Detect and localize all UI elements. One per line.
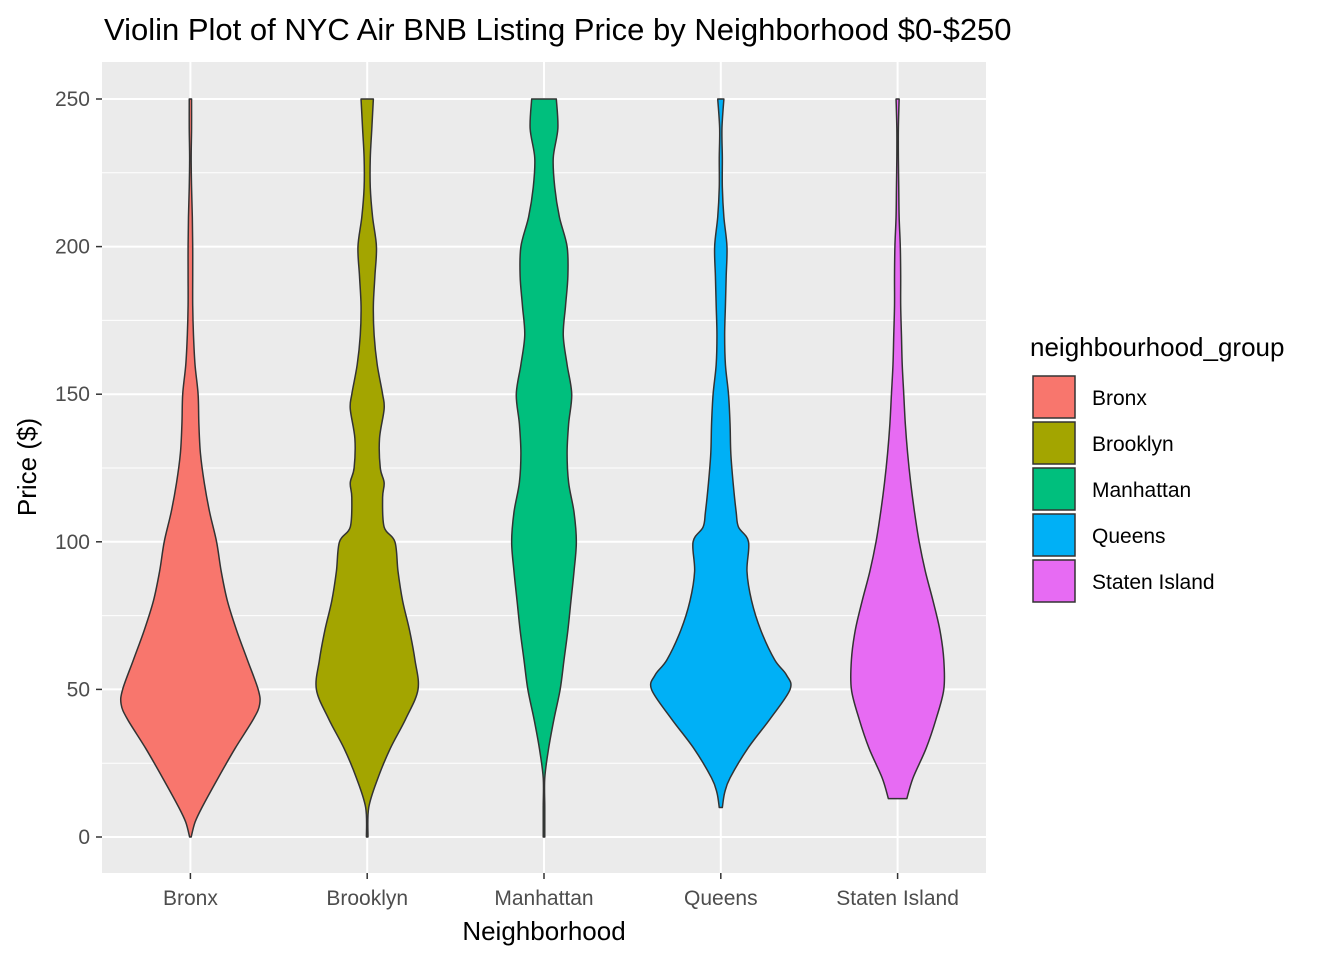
legend-swatch: [1032, 559, 1076, 603]
violin-staten-island: [849, 98, 946, 800]
y-tick-label: 50: [67, 678, 90, 701]
legend-swatch: [1032, 375, 1076, 419]
violin-brooklyn: [315, 98, 420, 838]
legend-swatch: [1032, 513, 1076, 557]
legend: neighbourhood_group Bronx Brooklyn Manhatt…: [1030, 332, 1284, 603]
x-tick-label: Bronx: [163, 887, 218, 910]
y-tick-label: 250: [55, 88, 90, 111]
y-tick-label: 200: [55, 236, 90, 259]
chart-title: Violin Plot of NYC Air BNB Listing Price…: [104, 12, 1012, 47]
violins: [119, 98, 946, 838]
y-tick-label: 0: [78, 826, 90, 849]
x-tick-label: Queens: [684, 887, 758, 910]
legend-label: Brooklyn: [1092, 433, 1174, 456]
x-axis: Bronx Brooklyn Manhattan Queens Staten Islan…: [163, 873, 959, 910]
legend-label: Queens: [1092, 525, 1166, 548]
x-tick-label: Brooklyn: [326, 887, 408, 910]
legend-title: neighbourhood_group: [1030, 332, 1284, 362]
legend-swatch: [1032, 421, 1076, 465]
legend-label: Staten Island: [1092, 571, 1215, 594]
legend-label: Manhattan: [1092, 479, 1191, 502]
x-tick-label: Manhattan: [494, 887, 593, 910]
x-tick-label: Staten Island: [836, 887, 959, 910]
y-tick-label: 150: [55, 383, 90, 406]
violin-bronx: [119, 98, 261, 838]
y-tick-label: 100: [55, 531, 90, 554]
legend-swatch: [1032, 467, 1076, 511]
x-axis-title: Neighborhood: [462, 916, 625, 946]
violin-manhattan: [510, 98, 578, 838]
violin-queens: [649, 98, 792, 809]
legend-label: Bronx: [1092, 387, 1147, 410]
y-axis-title: Price ($): [12, 418, 42, 516]
y-axis: 0 50 100 150 200 250: [55, 88, 102, 849]
